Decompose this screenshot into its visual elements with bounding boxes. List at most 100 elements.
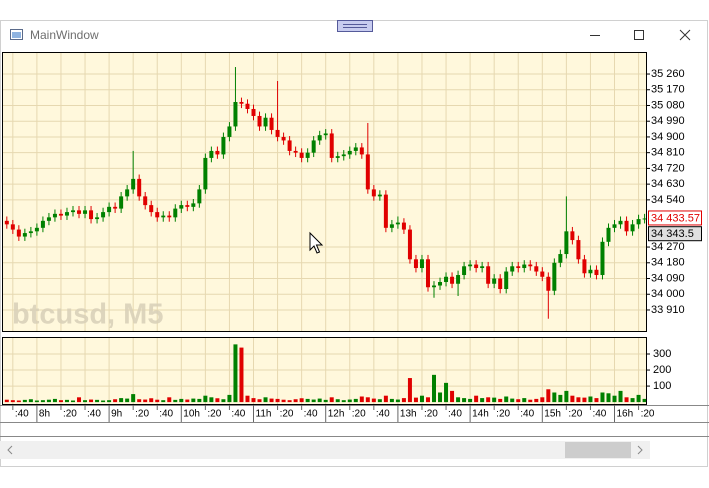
candle-body <box>149 205 154 213</box>
candle-body <box>606 227 611 242</box>
candle-body <box>263 117 268 127</box>
candle-body <box>462 266 467 276</box>
candle-body <box>251 108 256 116</box>
volume-bar <box>425 397 430 403</box>
price-marker <box>648 210 702 226</box>
volume-bar <box>516 399 521 403</box>
maximize-button[interactable] <box>634 30 644 40</box>
candle-body <box>40 220 45 228</box>
volume-panel-border <box>2 337 647 405</box>
volume-bar <box>185 399 190 403</box>
volume-bar <box>113 399 118 403</box>
y-tick-label: 34 990 <box>651 115 685 127</box>
volume-bar <box>46 399 51 403</box>
x-tick-label: :20 <box>207 409 221 420</box>
candle-body <box>600 241 605 276</box>
x-tick-label: 14h <box>472 409 489 420</box>
volume-bar <box>22 399 27 403</box>
candle-body <box>347 150 352 155</box>
candle-body <box>101 212 106 218</box>
y-tick-label: 35 260 <box>651 68 685 80</box>
volume-tick-label: 100 <box>653 380 671 392</box>
candle-body <box>227 126 232 137</box>
close-button[interactable] <box>679 29 691 41</box>
volume-bar <box>498 398 503 403</box>
candle-body <box>4 220 9 225</box>
volume-bar <box>40 400 45 403</box>
volume-bar <box>70 400 75 403</box>
scrollbar-thumb[interactable] <box>565 442 631 458</box>
volume-bar <box>528 399 533 403</box>
candle-body <box>52 213 57 218</box>
candle-body <box>95 217 100 220</box>
volume-bar <box>359 396 364 403</box>
x-tick-label: :20 <box>280 409 294 420</box>
y-tick-label: 34 540 <box>651 194 685 206</box>
volume-bar <box>341 400 346 403</box>
volume-bar <box>450 390 455 403</box>
volume-bar <box>588 396 593 403</box>
volume-bar <box>474 395 479 403</box>
volume-bar <box>64 399 69 403</box>
x-tick-label: :40 <box>592 409 606 420</box>
volume-bar <box>221 399 226 403</box>
x-tick-label: 11h <box>256 409 272 420</box>
price-marker-label: 34 433.57 <box>651 212 700 224</box>
candle-body <box>401 222 406 230</box>
candle-body <box>34 227 39 232</box>
volume-bar <box>444 382 449 403</box>
candle-body <box>534 266 539 272</box>
x-tick-label: :40 <box>159 409 173 420</box>
volume-bar <box>173 399 178 403</box>
volume-bar <box>335 399 340 403</box>
volume-bar <box>630 398 635 403</box>
x-tick-label: :40 <box>448 409 462 420</box>
volume-bar <box>534 398 539 403</box>
volume-bar <box>395 399 400 403</box>
candle-body <box>438 282 443 286</box>
scroll-left[interactable] <box>7 445 13 455</box>
x-tick-label: :20 <box>641 409 655 420</box>
volume-bar <box>371 398 376 403</box>
price-panel-border <box>2 52 647 332</box>
y-tick-label: 34 630 <box>651 178 685 190</box>
volume-bar <box>251 398 256 403</box>
candle-body <box>275 129 280 137</box>
volume-bar <box>89 399 94 403</box>
mouse-cursor <box>309 231 324 254</box>
candle-body <box>107 206 112 213</box>
volume-bar <box>305 398 310 403</box>
volume-bar <box>203 395 208 403</box>
x-tick-label: :20 <box>496 409 510 420</box>
x-tick-label: :20 <box>352 409 366 420</box>
candle-body <box>173 208 178 218</box>
volume-bar <box>34 400 39 403</box>
volume-bar <box>383 395 388 403</box>
volume-bar <box>269 398 274 403</box>
x-tick-label: 8h <box>39 409 50 420</box>
scroll-right[interactable] <box>637 445 643 455</box>
scrollbar[interactable] <box>0 441 650 459</box>
y-tick-label: 35 170 <box>651 84 685 96</box>
candle-body <box>137 178 142 197</box>
volume-bar <box>197 398 202 403</box>
volume-bar <box>377 399 382 403</box>
y-tick-label: 34 180 <box>651 257 685 269</box>
volume-bar <box>10 400 15 403</box>
candle-body <box>516 266 521 269</box>
y-tick-label: 34 810 <box>651 147 685 159</box>
candle-body <box>407 229 412 260</box>
candle-body <box>498 278 503 290</box>
volume-bar <box>143 399 148 403</box>
candle-body <box>155 212 160 218</box>
volume-bar <box>16 400 21 403</box>
volume-bar <box>52 398 57 403</box>
grip[interactable] <box>337 20 373 32</box>
candle-body <box>161 215 166 218</box>
volume-bar <box>468 398 473 403</box>
candle-body <box>546 276 551 291</box>
volume-bar <box>438 392 443 403</box>
x-tick-label: 10h <box>183 409 200 420</box>
